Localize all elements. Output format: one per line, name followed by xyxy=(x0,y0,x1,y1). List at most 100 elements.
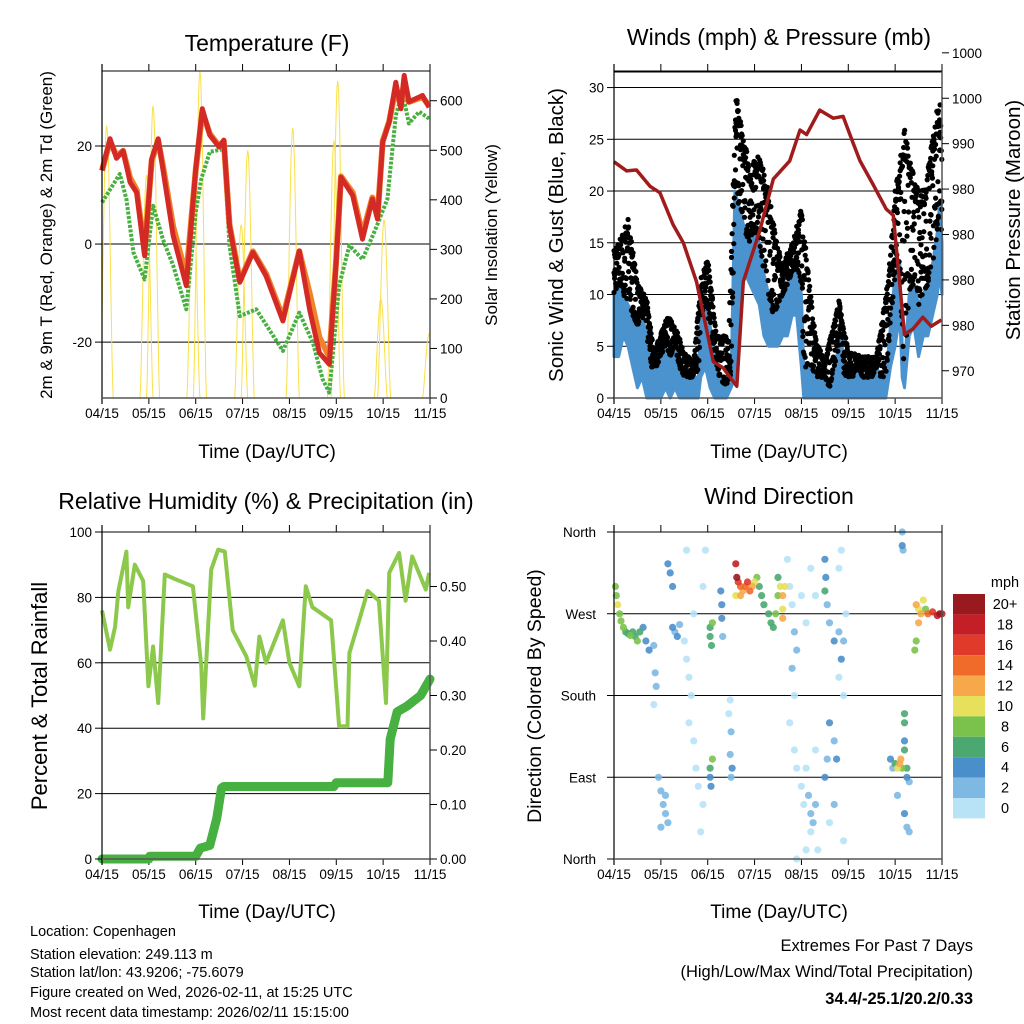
wind-direction-point xyxy=(900,710,909,718)
wind-direction-point xyxy=(811,746,820,754)
gust-point xyxy=(886,272,892,279)
x-tick-label: 06/15 xyxy=(179,406,213,421)
wind-direction-point xyxy=(833,755,841,763)
gust-point xyxy=(725,346,731,352)
wind-direction-point xyxy=(717,587,725,595)
gust-point xyxy=(887,312,893,318)
gust-point xyxy=(888,305,894,311)
gust-point xyxy=(736,198,743,205)
wind-direction-point xyxy=(669,623,677,632)
wind-direction-point xyxy=(821,773,829,781)
x-tick-label: 04/15 xyxy=(85,406,119,421)
wind-direction-point xyxy=(830,637,838,645)
gust-point xyxy=(730,270,736,276)
gust-point xyxy=(712,322,718,329)
wind-direction-point xyxy=(699,582,707,591)
gust-point xyxy=(777,254,783,260)
wind-direction-point xyxy=(800,800,808,809)
x-tick-label: 04/15 xyxy=(597,406,631,421)
wind-direction-point xyxy=(650,641,658,650)
wind-direction-point xyxy=(654,773,663,781)
gust-point xyxy=(696,358,702,364)
gust-point xyxy=(664,334,671,340)
elevation-text: Station elevation: 249.113 m xyxy=(30,947,213,963)
gust-point xyxy=(745,164,752,170)
gust-point xyxy=(896,179,902,185)
wind-direction-point xyxy=(706,632,714,641)
wind-direction-point xyxy=(708,755,717,763)
gust-point xyxy=(884,291,890,297)
gust-point xyxy=(738,122,744,129)
x-tick-label: 10/15 xyxy=(366,406,400,421)
winds-ylabel: Sonic Wind & Gust (Blue, Black) xyxy=(545,88,568,382)
gust-point xyxy=(731,221,737,227)
wind-direction-point xyxy=(807,564,815,572)
y-tick-right-label: 980 xyxy=(952,228,975,243)
gust-point xyxy=(907,160,913,166)
gust-point xyxy=(807,283,813,289)
y-tick-right-label: 300 xyxy=(440,242,463,257)
gust-point xyxy=(844,344,850,350)
speed-legend: mph 20+ 18 16 14 12 10 8 6 4 2 0 xyxy=(953,575,1019,819)
gust-point xyxy=(735,108,741,114)
wind-direction-point xyxy=(790,628,799,636)
legend-label: 16 xyxy=(997,638,1013,654)
wind-direction-point xyxy=(825,819,834,827)
winds-title: Winds (mph) & Pressure (mb) xyxy=(627,24,931,50)
wind-direction-point xyxy=(690,737,698,745)
wind-direction-point xyxy=(760,601,768,609)
gust-point xyxy=(728,248,735,254)
wind-direction-point xyxy=(652,682,660,691)
wind-direction-point xyxy=(719,632,727,641)
y-tick-right-label: 100 xyxy=(440,341,463,356)
wind-direction-point xyxy=(811,592,820,600)
x-tick-label: 07/15 xyxy=(226,867,260,882)
gust-point xyxy=(907,175,913,181)
gust-point xyxy=(894,210,901,216)
y-tick-right-label: 1000 xyxy=(952,91,982,106)
gust-point xyxy=(910,247,916,253)
gust-point xyxy=(632,261,638,268)
wind-direction-point xyxy=(825,619,834,627)
wind-direction-point xyxy=(642,637,650,645)
gust-point xyxy=(924,246,930,252)
extremes: Extremes For Past 7 Days (High/Low/Max W… xyxy=(680,937,973,1008)
x-tick-label: 08/15 xyxy=(273,867,307,882)
gust-point xyxy=(919,292,925,298)
gust-point xyxy=(935,108,942,114)
wind-direction-point xyxy=(727,728,735,736)
wind-direction-point xyxy=(727,773,735,781)
gust-point xyxy=(901,356,907,362)
y-tick-right-label: 500 xyxy=(440,143,463,158)
gust-point xyxy=(762,228,768,234)
gust-point xyxy=(761,172,767,178)
wind-direction-point xyxy=(772,610,780,618)
gust-point xyxy=(711,315,717,321)
gust-point xyxy=(905,153,911,159)
wind-direction-point xyxy=(732,560,740,568)
gust-point xyxy=(622,282,628,288)
wind-direction-point xyxy=(830,737,838,745)
y-tick-label: 20 xyxy=(77,139,92,154)
y-tick-right-label: 200 xyxy=(440,292,463,307)
gust-point xyxy=(929,175,935,181)
gust-point xyxy=(707,274,713,280)
wind-direction-point xyxy=(822,573,830,582)
gust-point xyxy=(927,218,933,224)
wind-direction-point xyxy=(718,614,726,622)
temperature-2m-line xyxy=(99,72,432,367)
gust-point xyxy=(916,214,922,220)
gust-point xyxy=(835,348,841,354)
gust-point xyxy=(757,243,763,249)
gust-point xyxy=(886,338,892,344)
gust-point xyxy=(799,281,806,287)
legend-swatch xyxy=(953,614,985,635)
wind-direction-point xyxy=(616,610,624,618)
humidity-plot: 04/15 05/15 06/15 07/15 08/15 09/15 10/15 11/15… xyxy=(69,525,466,882)
wind-direction-point xyxy=(657,823,665,831)
gust-point xyxy=(707,279,713,285)
gust-point xyxy=(925,275,931,281)
gust-point xyxy=(774,304,780,310)
wind-direction-point xyxy=(701,546,710,554)
